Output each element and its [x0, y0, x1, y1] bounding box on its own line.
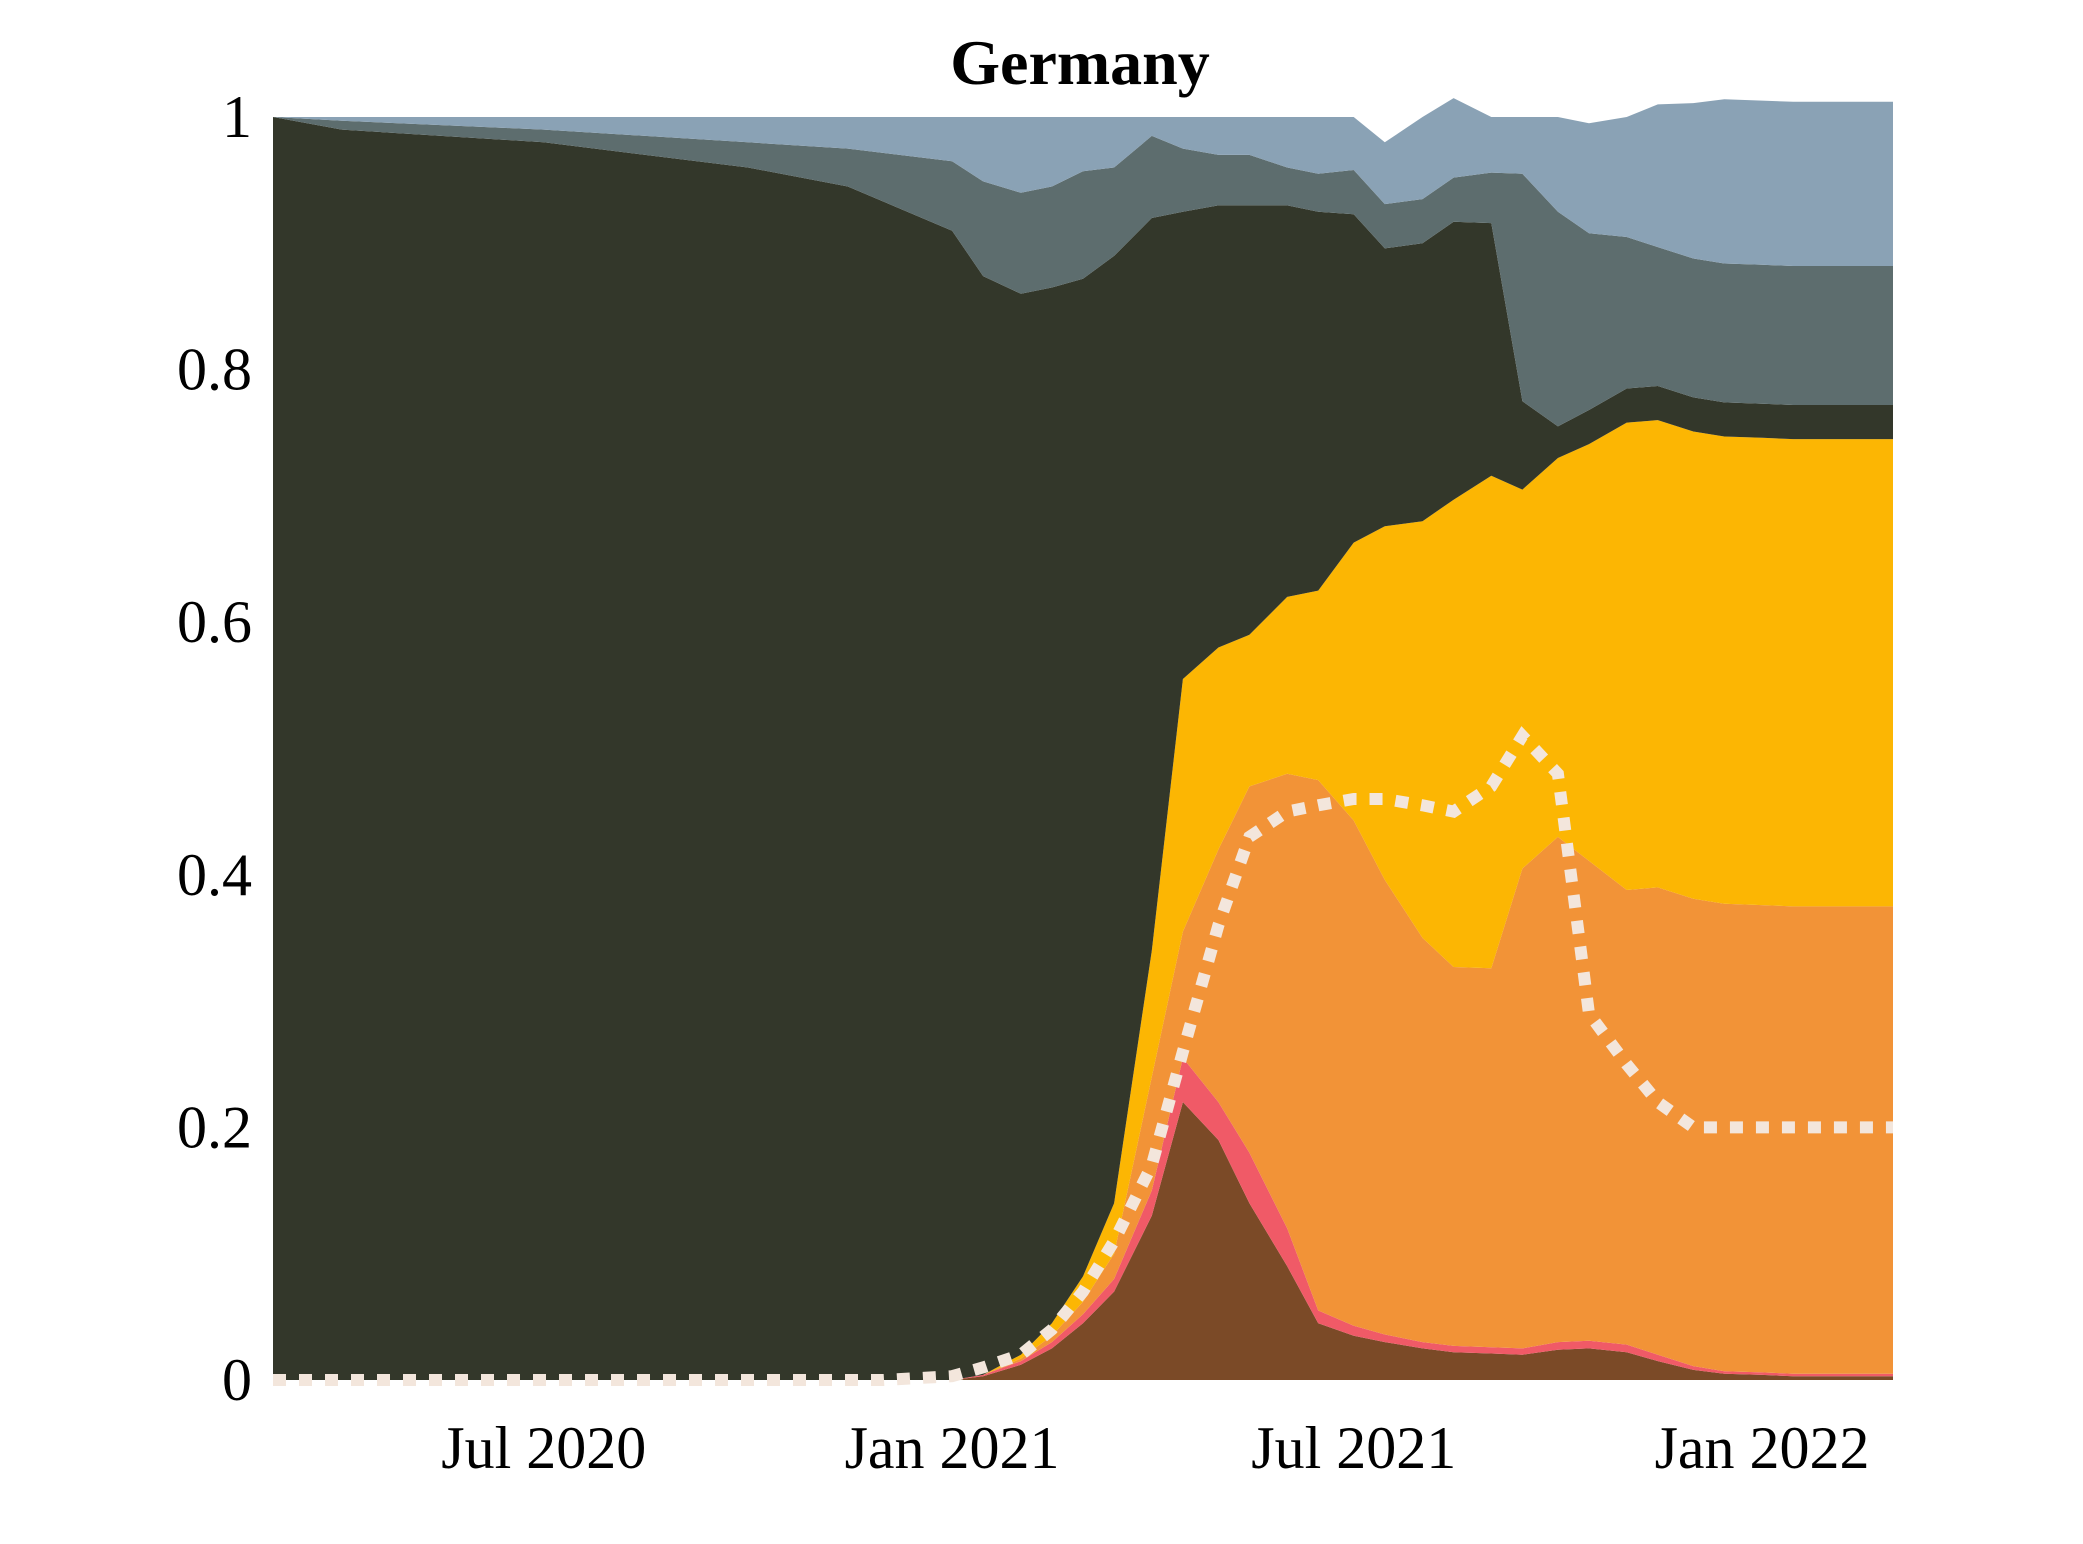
area-layer-5 [273, 117, 1893, 1380]
area-layers [273, 98, 1893, 1381]
x-tick-label: Jul 2020 [441, 1415, 646, 1481]
area-layer-7 [273, 98, 1893, 266]
area-layer-4 [273, 420, 1893, 1381]
overlay-line-group [273, 726, 1893, 1386]
area-layer-1 [273, 1102, 1893, 1380]
area-layer-2 [273, 1057, 1893, 1380]
area-layer-3 [273, 773, 1893, 1380]
x-tick-label: Jan 2021 [845, 1415, 1060, 1481]
x-tick-label: Jan 2022 [1655, 1415, 1870, 1481]
area-layer-6 [273, 117, 1893, 427]
y-tick-label: 0.2 [177, 1094, 252, 1160]
y-tick-label: 1 [222, 84, 252, 150]
y-tick-label: 0.8 [177, 337, 252, 403]
chart-title: Germany [950, 27, 1210, 98]
x-axis-ticks: Jul 2020 Jan 2021 Jul 2021 Jan 2022 [441, 1415, 1869, 1481]
y-tick-label: 0.6 [177, 589, 252, 655]
y-tick-label: 0.4 [177, 842, 252, 908]
x-tick-label: Jul 2021 [1251, 1415, 1456, 1481]
y-axis-ticks: 0 0.2 0.4 0.6 0.8 1 [177, 84, 252, 1413]
overlay-dotted-line [273, 726, 1893, 1386]
y-tick-label: 0 [222, 1347, 252, 1413]
